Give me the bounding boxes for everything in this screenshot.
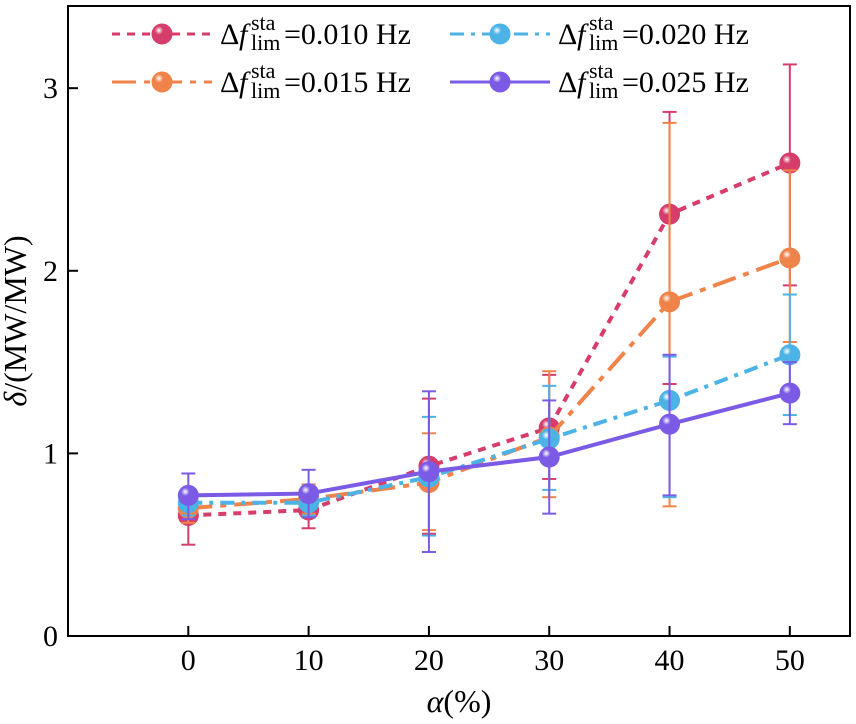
legend-value: =0.015 Hz xyxy=(284,66,411,99)
series-1 xyxy=(177,63,801,546)
plot-frame xyxy=(67,5,851,637)
data-point xyxy=(779,382,801,404)
data-point xyxy=(659,413,681,435)
legend-sub: lim xyxy=(251,30,280,55)
y-axis-label: δ/(MW/MW) xyxy=(0,235,33,406)
x-tick-label: 40 xyxy=(655,644,685,677)
data-point xyxy=(538,446,560,468)
data-point xyxy=(298,483,320,505)
y-tick-label: 2 xyxy=(43,255,58,288)
legend-delta: Δ xyxy=(558,18,577,51)
legend-sup: sta xyxy=(251,10,276,35)
legend-sup: sta xyxy=(251,58,276,83)
legend-swatch-marker xyxy=(151,71,173,93)
x-tick-label: 50 xyxy=(775,644,805,677)
y-tick-label: 0 xyxy=(43,620,58,653)
legend-sup: sta xyxy=(589,10,614,35)
legend-value: =0.025 Hz xyxy=(622,66,749,99)
legend-sup: sta xyxy=(589,58,614,83)
legend-f: f xyxy=(239,66,251,99)
series-4 xyxy=(177,353,801,553)
series-line xyxy=(188,256,791,511)
x-tick-label: 30 xyxy=(534,644,564,677)
legend-value: =0.010 Hz xyxy=(284,18,411,51)
series-2 xyxy=(177,121,801,532)
legend-f: f xyxy=(577,18,589,51)
legend-f: f xyxy=(239,18,251,51)
legend-delta: Δ xyxy=(220,66,239,99)
series-layer xyxy=(177,63,801,553)
legend-swatch-marker xyxy=(489,23,511,45)
legend-value: =0.020 Hz xyxy=(622,18,749,51)
legend-swatch-marker xyxy=(489,71,511,93)
data-point xyxy=(779,247,801,269)
data-point xyxy=(177,484,199,506)
legend-sub: lim xyxy=(589,78,618,103)
x-tick-label: 0 xyxy=(181,644,196,677)
series-line xyxy=(188,352,791,505)
series-line xyxy=(188,391,791,498)
x-axis-label: α(%) xyxy=(427,683,492,719)
legend-swatch-marker xyxy=(151,23,173,45)
x-tick-label: 10 xyxy=(294,644,324,677)
y-tick-label: 1 xyxy=(43,437,58,470)
legend-delta: Δ xyxy=(220,18,239,51)
data-point xyxy=(418,461,440,483)
legend-f: f xyxy=(577,66,589,99)
legend-sub: lim xyxy=(251,78,280,103)
axis-ticks: 0 10 20 30 40 50 0 1 2 3 xyxy=(43,72,805,677)
legend-sub: lim xyxy=(589,30,618,55)
data-point xyxy=(659,291,681,313)
x-tick-label: 20 xyxy=(414,644,444,677)
y-tick-label: 3 xyxy=(43,72,58,105)
legend-delta: Δ xyxy=(558,66,577,99)
